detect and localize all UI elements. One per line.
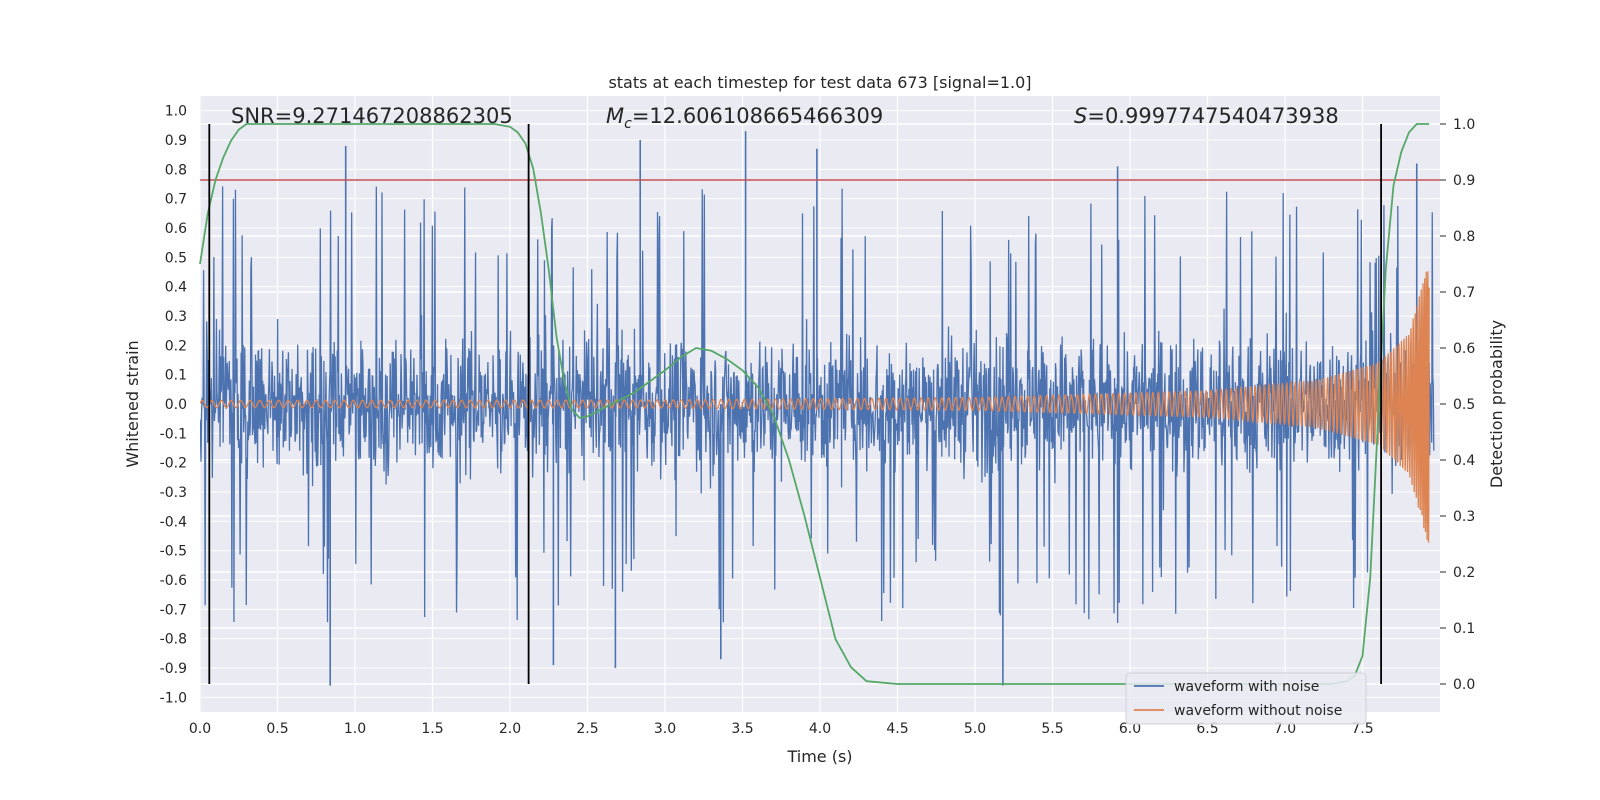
x-tick-label: 3.5 [731, 721, 753, 737]
x-tick-label: 7.5 [1351, 721, 1373, 737]
y-tick-label: -0.6 [160, 573, 187, 589]
chart-title: stats at each timestep for test data 673… [608, 73, 1031, 92]
legend-box [1125, 672, 1367, 725]
detection-probability-curve [199, 123, 1430, 685]
legend-label-clean: waveform without noise [1174, 703, 1342, 719]
y2-axis-ticks: 1.0 0.9 0.8 0.7 0.6 0.5 0.4 0.3 0.2 0.1 0.0 [1440, 117, 1475, 693]
y2-tick-label: 0.9 [1453, 173, 1475, 189]
score-annotation: S=0.9997747540473938 [1074, 104, 1339, 128]
y-tick-label: -0.4 [160, 514, 187, 530]
y-tick-label: -1.0 [160, 690, 187, 706]
y2-tick-label: 0.7 [1453, 285, 1475, 301]
y-tick-label: 0.6 [165, 221, 187, 237]
y-tick-label: 0.7 [165, 192, 187, 208]
x-tick-label: 7.0 [1274, 721, 1296, 737]
x-tick-label: 1.0 [344, 721, 366, 737]
y2-tick-label: 1.0 [1453, 117, 1475, 133]
series-waveform-with-noise [200, 131, 1435, 686]
chirp-mass-annotation: Mc=12.606108665466309 [606, 104, 883, 132]
x-axis-label: Time (s) [786, 747, 852, 766]
y2-tick-label: 0.8 [1453, 229, 1475, 245]
y-axis-ticks: 1.0 0.9 0.8 0.7 0.6 0.5 0.4 0.3 0.2 0.1 0.0 -0.1 -0.… [160, 104, 187, 707]
y-tick-label: 0.1 [165, 368, 187, 384]
y2-axis-label: Detection probability [1487, 320, 1506, 488]
y-tick-label: -0.7 [160, 602, 187, 618]
y2-tick-label: 0.6 [1453, 341, 1475, 357]
x-tick-label: 0.5 [266, 721, 288, 737]
y-tick-label: 0.9 [165, 133, 187, 149]
y2-tick-label: 0.3 [1453, 509, 1475, 525]
clean-chirp-trace [200, 271, 1430, 543]
y2-tick-label: 0.1 [1453, 621, 1475, 637]
x-tick-label: 6.5 [1196, 721, 1218, 737]
y-tick-label: -0.2 [160, 456, 187, 472]
y-tick-label: 0.8 [165, 162, 187, 178]
y-tick-label: 0.5 [165, 250, 187, 266]
x-tick-label: 3.0 [654, 721, 676, 737]
y-tick-label: -0.5 [160, 544, 187, 560]
y2-tick-label: 0.2 [1453, 565, 1475, 581]
x-tick-label: 5.0 [964, 721, 986, 737]
x-tick-label: 4.0 [809, 721, 831, 737]
x-tick-label: 6.0 [1119, 721, 1141, 737]
x-tick-label: 1.5 [421, 721, 443, 737]
chirp-mass-subscript: c [624, 116, 632, 132]
y-tick-label: 1.0 [165, 104, 187, 120]
chirp-mass-value: =12.606108665466309 [632, 104, 883, 128]
vertical-markers [208, 124, 1382, 684]
legend-label-noise: waveform with noise [1174, 679, 1319, 695]
score-value: =0.9997747540473938 [1087, 104, 1338, 128]
x-tick-label: 0.0 [189, 721, 211, 737]
y2-tick-label: 0.5 [1453, 397, 1475, 413]
series-waveform-without-noise [200, 271, 1430, 543]
y-tick-label: 0.3 [165, 309, 187, 325]
chirp-mass-symbol: M [606, 104, 624, 128]
y-tick-label: 0.2 [165, 338, 187, 354]
score-symbol: S [1074, 104, 1087, 128]
x-tick-label: 2.0 [499, 721, 521, 737]
x-axis-ticks: 0.0 0.5 1.0 1.5 2.0 2.5 3.0 3.5 4.0 4.5 5.0 5.5 6.0 6… [189, 721, 1374, 737]
x-tick-label: 4.5 [886, 721, 908, 737]
legend: waveform with noise waveform without noi… [1125, 672, 1367, 725]
y2-tick-label: 0.4 [1453, 453, 1475, 469]
y-tick-label: 0.4 [165, 280, 187, 296]
y-tick-label: -0.9 [160, 661, 187, 677]
y-tick-label: -0.8 [160, 632, 187, 648]
y-axis-label: Whitened strain [123, 340, 142, 467]
y2-tick-label: 0.0 [1453, 677, 1475, 693]
snr-annotation: SNR=9.271467208862305 [231, 104, 513, 128]
series-detection-probability [199, 123, 1430, 685]
x-tick-label: 2.5 [576, 721, 598, 737]
x-tick-label: 5.5 [1041, 721, 1063, 737]
y-tick-label: 0.0 [165, 397, 187, 413]
y-tick-label: -0.1 [160, 426, 187, 442]
y-tick-label: -0.3 [160, 485, 187, 501]
